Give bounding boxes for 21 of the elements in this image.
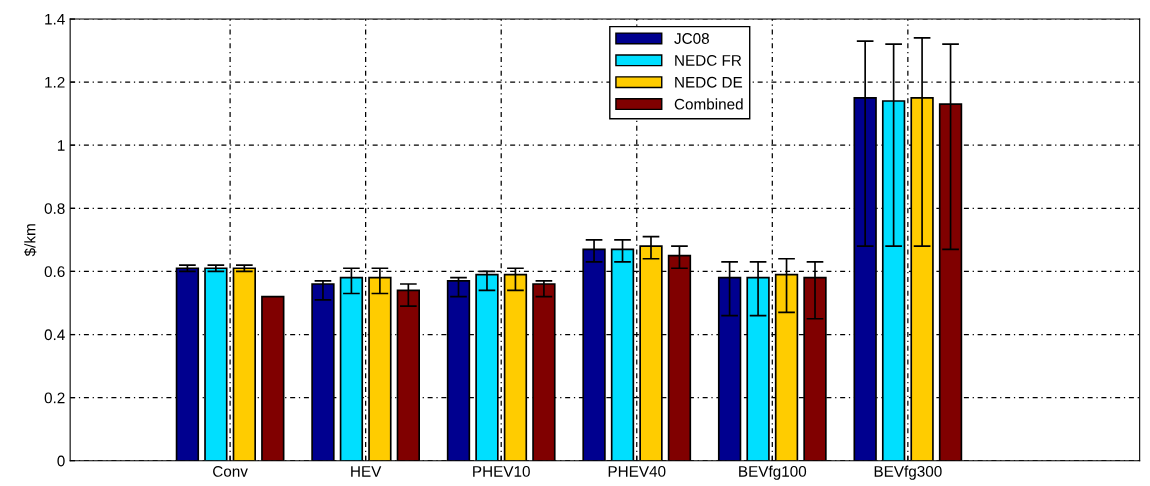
x-tick-label: HEV [351,466,382,477]
bar [396,289,421,461]
y-tick-label: 1.4 [45,13,65,25]
legend-label: JC08 [674,33,709,44]
legend-label: Combined [674,98,743,110]
x-tick-label: BEVfg300 [874,465,942,480]
x-tick-label: PHEV40 [608,465,666,477]
x-tick-label: BEVfg100 [739,465,807,480]
y-tick-label: 1.2 [45,76,65,88]
x-tick-label: Conv [213,465,248,477]
y-tick-label: 0.4 [44,329,65,341]
y-tick-label: 0 [57,455,65,467]
y-axis-title: $/km [24,224,37,257]
y-tick-label: 1 [57,140,65,151]
y-tick-label: 0.8 [44,203,65,214]
legend-label: NEDC FR [675,54,742,66]
legend-label: NEDC DE [675,76,743,88]
bar [475,273,499,461]
y-tick-label: 0.2 [44,392,65,404]
x-tick-label: PHEV10 [473,465,530,477]
y-tick-label: 0.6 [44,266,65,278]
